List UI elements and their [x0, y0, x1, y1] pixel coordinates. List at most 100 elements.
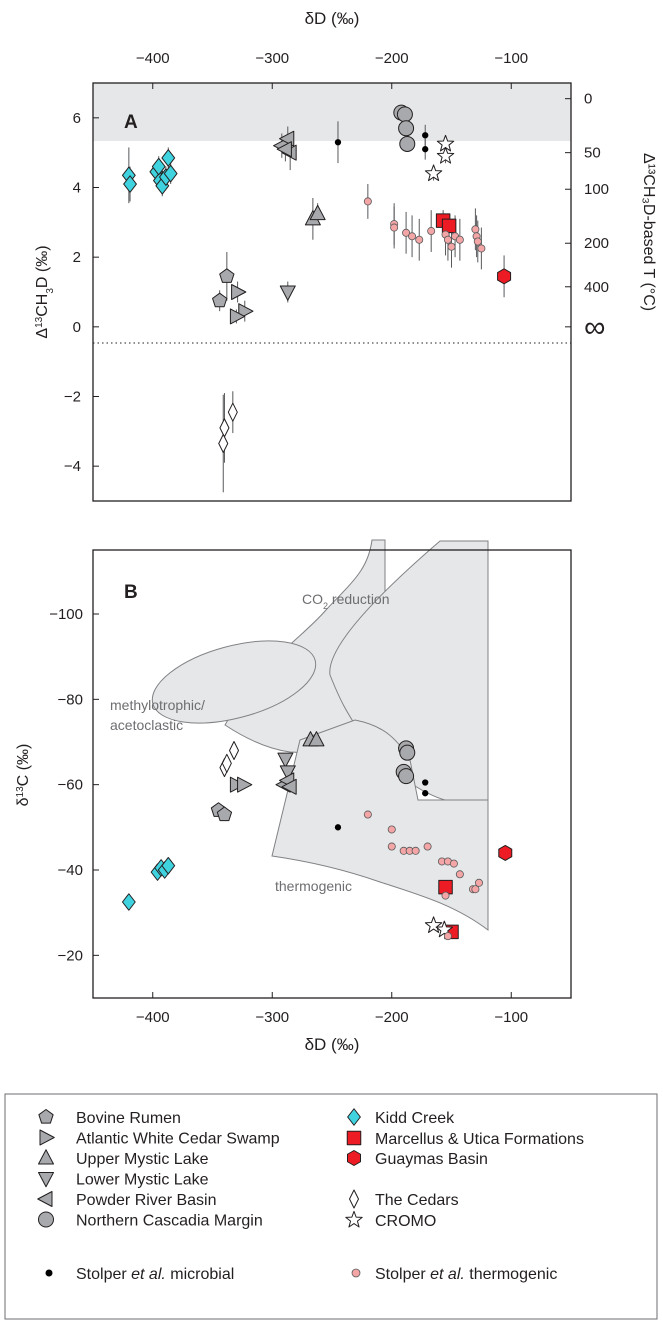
co2-sub: 2 [323, 601, 328, 611]
b-point-stolper-et-al-thermogenic [455, 870, 464, 879]
panel-a-right-ticks: 0 50 100 200 400 ∞ [565, 91, 609, 344]
a-xtick-label: −400 [136, 50, 170, 67]
a-point-stolper-et-al-thermogenic [427, 227, 436, 236]
b-point-lower-mystic-lake [277, 752, 294, 768]
b-point-stolper-et-al-thermogenic [387, 842, 396, 851]
panel-a-right-axis-label: Δ¹³CH₃D-based T (°C) [640, 153, 657, 311]
a-xtick-label: −200 [375, 50, 409, 67]
legend-label-lower-mystic-lake: Lower Mystic Lake [76, 1172, 209, 1189]
panel-a-letter: A [124, 112, 138, 133]
a-point-kidd-creek [163, 164, 178, 183]
b-point-atlantic-white-cedar-swamp [237, 776, 253, 793]
legend-label-powder-river-basin: Powder River Basin [76, 1192, 217, 1209]
a-point-stolper-et-al-thermogenic [402, 228, 411, 237]
a-point-stolper-et-al-microbial [422, 146, 429, 153]
a-point-atlantic-white-cedar-swamp [229, 308, 246, 325]
b-point-stolper-et-al-microbial [334, 824, 342, 831]
y-label-sup: 13 [34, 316, 45, 328]
a-point-the-cedars [227, 402, 238, 422]
a-point-stolper-et-al-thermogenic [390, 223, 399, 232]
a-point-guaymas-basin [497, 268, 512, 285]
b-ytick-label: −60 [58, 777, 83, 794]
b-ytick-label: −40 [58, 862, 83, 879]
y-label-main: CH [34, 294, 51, 317]
legend: Bovine Rumen Atlantic White Cedar Swamp Up… [4, 1093, 658, 1320]
b-point-stolper-et-al-thermogenic [443, 932, 452, 941]
b-xtick-label: −200 [375, 1009, 409, 1026]
legend-marker-stolper-microbial [45, 1269, 53, 1277]
b-point-stolper-et-al-thermogenic [474, 878, 483, 887]
a-ytick-label: 4 [73, 180, 81, 197]
a-xtick-label: −100 [494, 50, 528, 67]
a-point-bovine-rumen [219, 268, 235, 283]
b-point-stolper-et-al-thermogenic [423, 842, 432, 851]
b-point-guaymas-basin [498, 844, 513, 861]
a-y2tick-label: 0 [584, 91, 592, 108]
legend-marker-atlantic-white-cedar-swamp [39, 1129, 55, 1146]
panel-a-points [121, 104, 512, 493]
a-point-powder-river-basin [276, 141, 292, 158]
legend-label-the-cedars: The Cedars [375, 1192, 459, 1209]
a-point-kidd-creek [151, 157, 166, 176]
b-point-the-cedars [221, 753, 232, 773]
b-point-northern-cascadia-margin [398, 768, 415, 785]
legend-marker-lower-mystic-lake [38, 1172, 54, 1188]
b-point-upper-mystic-lake [308, 731, 325, 747]
co2-text: CO [302, 591, 323, 607]
panel-a-frame [92, 82, 572, 502]
panel-a-y-axis-label: Δ13CH3D (‰) [34, 245, 56, 338]
b-point-stolper-et-al-thermogenic [411, 846, 420, 855]
a-point-kidd-creek [161, 149, 176, 167]
a-point-lower-mystic-lake [279, 285, 296, 301]
a-ytick-label: −4 [64, 458, 81, 475]
b-xtick-label: −100 [494, 1009, 528, 1026]
stm-it: et al. [131, 1266, 166, 1283]
panel-b: −400 −300 −200 −100 −100 −80 −60 −40 −20 B CO2 … [15, 539, 572, 1054]
legend-marker-kidd-creek [347, 1108, 361, 1126]
a-y2tick-label: 200 [584, 235, 609, 252]
b-point-powder-river-basin [281, 778, 297, 795]
b-y-rest: C (‰) [15, 744, 32, 787]
b-point-stolper-et-al-microbial [422, 779, 429, 786]
panel-b-y-axis-label: δ13C (‰) [15, 744, 33, 807]
b-point-kidd-creek [161, 856, 176, 875]
a-point-northern-cascadia-margin [396, 106, 413, 123]
legend-frame [4, 1093, 658, 1320]
a-ytick-label: 0 [73, 319, 81, 336]
b-point-stolper-et-al-thermogenic [387, 825, 396, 834]
b-point-the-cedars [229, 741, 240, 761]
stt-it: et al. [430, 1266, 465, 1283]
legend-label-northern-cascadia-margin: Northern Cascadia Margin [76, 1213, 263, 1230]
a-point-stolper-et-al-thermogenic [473, 237, 482, 246]
b-point-stolper-et-al-microbial [422, 790, 429, 797]
a-point-stolper-et-al-microbial [334, 139, 342, 146]
panel-a-top-axis-label: δD (‰) [305, 9, 360, 28]
a-ytick-label: −2 [64, 389, 81, 406]
b-point-stolper-et-al-thermogenic [449, 859, 458, 868]
region-thermogenic [271, 719, 489, 932]
legend-label-kidd-creek: Kidd Creek [375, 1110, 455, 1127]
a-ytick-label: 6 [73, 110, 81, 127]
b-xtick-label: −300 [255, 1009, 289, 1026]
equilibrium-band [93, 83, 571, 141]
region-thermogenic-label: thermogenic [275, 878, 352, 894]
a-point-cromo [436, 147, 455, 164]
b-point-cromo [435, 920, 454, 938]
b-point-kidd-creek [121, 893, 136, 911]
y-label-prefix: Δ [34, 328, 51, 339]
legend-label-upper-mystic-lake: Upper Mystic Lake [76, 1151, 209, 1168]
panel-a-left-ticks: 6 4 2 0 −2 −4 [64, 110, 99, 475]
a-point-northern-cascadia-margin [399, 135, 416, 152]
a-point-stolper-et-al-thermogenic [415, 235, 424, 244]
legend-marker-upper-mystic-lake [38, 1149, 54, 1165]
a-point-stolper-et-al-thermogenic [363, 197, 372, 206]
a-point-stolper-et-al-thermogenic [477, 244, 486, 253]
legend-marker-guaymas-basin [347, 1150, 361, 1166]
legend-label-cromo: CROMO [375, 1213, 436, 1230]
a-ytick-label: 2 [73, 249, 81, 266]
legend-label-bovine-rumen: Bovine Rumen [76, 1110, 181, 1127]
b-point-lower-mystic-lake [279, 765, 296, 781]
panel-b-points [121, 731, 513, 941]
